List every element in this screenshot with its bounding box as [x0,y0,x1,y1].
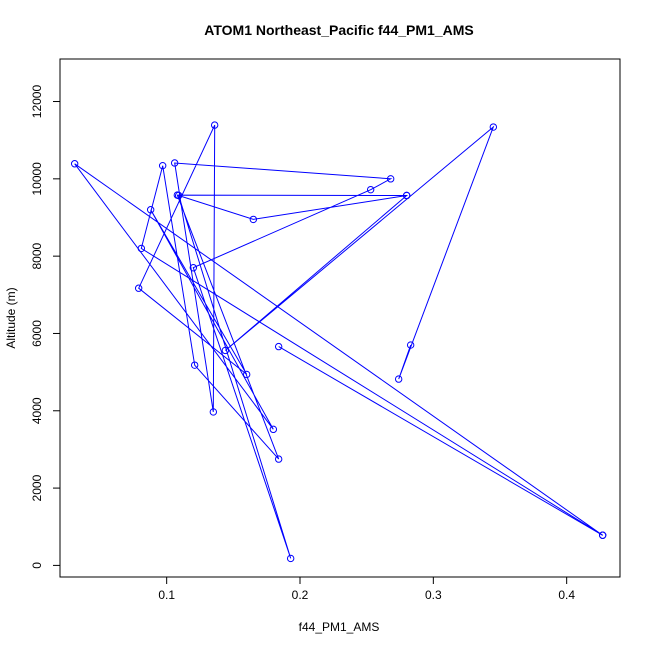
data-point [249,215,258,224]
data-point [158,161,167,170]
data-point [210,121,219,129]
series-line-1 [278,346,603,536]
x-tick-label: 0.3 [425,588,442,602]
data-point [406,341,415,349]
x-axis-label: f44_PM1_AMS [299,620,380,634]
data-point [386,175,395,183]
y-axis: 0 2000 4000 6000 8000 10000 12000 [30,85,61,569]
data-point [402,191,411,200]
y-tick-label: 8000 [30,242,44,269]
y-tick-label: 0 [30,562,44,569]
data-point [394,375,403,383]
data-point [598,531,607,539]
y-tick-label: 12000 [30,85,44,119]
x-tick-label: 0.4 [558,588,575,602]
data-point [70,160,79,168]
chart-title: ATOM1 Northeast_Pacific f44_PM1_AMS [204,22,473,38]
y-axis-label: Altitude (m) [4,287,18,348]
data-point [134,284,143,292]
y-tick-label: 4000 [30,397,44,424]
y-tick-label: 10000 [30,162,44,196]
data-point [489,123,498,131]
data-point [366,185,375,194]
data-point [137,244,146,253]
x-tick-label: 0.1 [158,588,175,602]
data-point [274,455,283,463]
data-point [189,264,198,272]
data-point [274,342,283,351]
data-point [190,361,199,369]
data-point [242,370,251,379]
y-tick-label: 2000 [30,474,44,501]
data-point [221,346,230,355]
data-point [170,159,179,167]
data-point [269,425,278,434]
data-point [209,408,218,416]
series-line-0 [74,124,603,559]
x-axis: 0.1 0.2 0.3 0.4 [158,576,575,602]
data-point [146,206,155,214]
x-tick-label: 0.2 [292,588,309,602]
series-layer [70,121,607,563]
y-tick-label: 6000 [30,320,44,347]
data-point [174,191,183,200]
data-point [286,554,295,563]
